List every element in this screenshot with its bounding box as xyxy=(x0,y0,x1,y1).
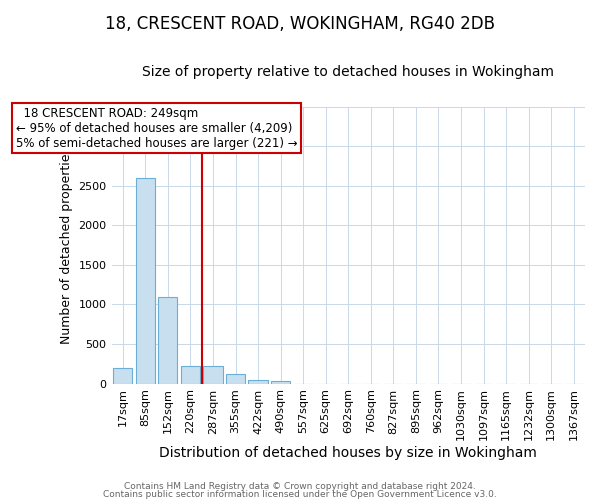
Bar xyxy=(181,366,200,384)
Bar xyxy=(203,366,223,384)
Text: Contains public sector information licensed under the Open Government Licence v3: Contains public sector information licen… xyxy=(103,490,497,499)
Bar xyxy=(113,368,133,384)
Text: 18, CRESCENT ROAD, WOKINGHAM, RG40 2DB: 18, CRESCENT ROAD, WOKINGHAM, RG40 2DB xyxy=(105,15,495,33)
X-axis label: Distribution of detached houses by size in Wokingham: Distribution of detached houses by size … xyxy=(160,446,537,460)
Text: Contains HM Land Registry data © Crown copyright and database right 2024.: Contains HM Land Registry data © Crown c… xyxy=(124,482,476,491)
Text: 18 CRESCENT ROAD: 249sqm  
← 95% of detached houses are smaller (4,209)
5% of se: 18 CRESCENT ROAD: 249sqm ← 95% of detach… xyxy=(16,106,298,150)
Bar xyxy=(226,374,245,384)
Bar xyxy=(136,178,155,384)
Bar xyxy=(271,381,290,384)
Title: Size of property relative to detached houses in Wokingham: Size of property relative to detached ho… xyxy=(142,65,554,79)
Bar xyxy=(158,296,178,384)
Y-axis label: Number of detached properties: Number of detached properties xyxy=(60,146,73,344)
Bar xyxy=(248,380,268,384)
